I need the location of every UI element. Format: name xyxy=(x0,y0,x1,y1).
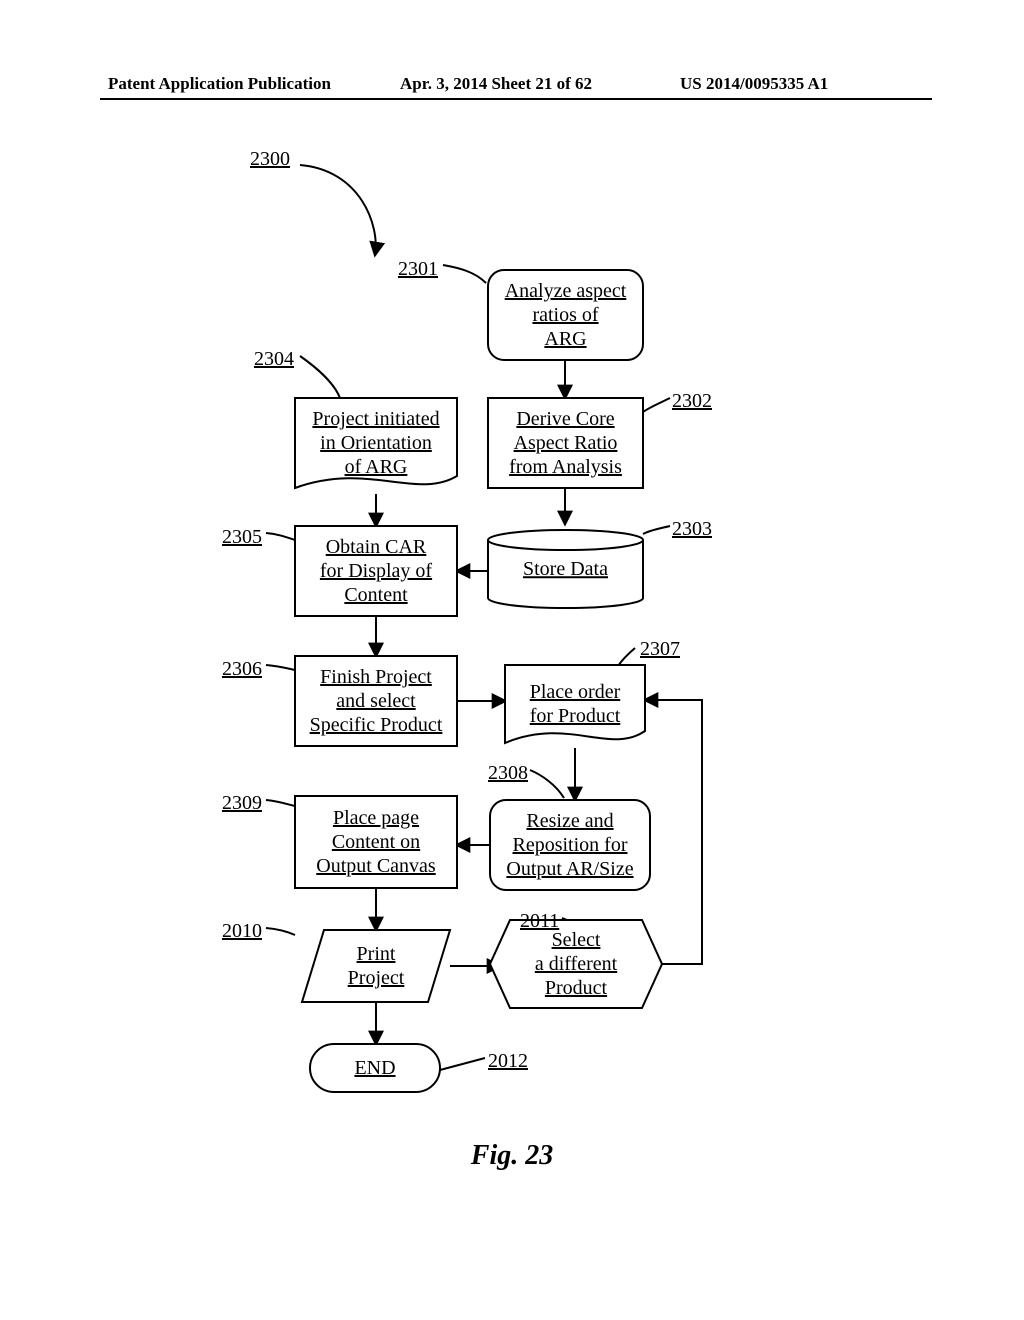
node-text: ARG xyxy=(544,328,586,350)
ref-label-2301: 2301 xyxy=(398,258,438,281)
ref-label-2010: 2010 xyxy=(222,920,262,943)
leader-line xyxy=(266,800,295,806)
node-text: END xyxy=(354,1057,395,1079)
node-text: Project xyxy=(348,967,405,989)
node-text: Aspect Ratio xyxy=(514,432,618,454)
edge-2011-2307 xyxy=(645,700,702,964)
node-text: Place page xyxy=(333,807,419,829)
node-text: Print xyxy=(357,943,396,965)
node-2307: Place orderfor Product xyxy=(505,665,645,743)
node-text: Reposition for xyxy=(513,834,628,856)
ref-label-2307: 2307 xyxy=(640,638,680,661)
leader-line xyxy=(443,265,486,283)
ref-label-2303: 2303 xyxy=(672,518,712,541)
node-text: Content on xyxy=(332,831,420,853)
node-2306: Finish Projectand selectSpecific Product xyxy=(295,656,457,746)
node-text: for Product xyxy=(530,705,621,727)
leader-line xyxy=(266,928,295,935)
node-text: Project initiated xyxy=(312,408,439,430)
node-2304: Project initiatedin Orientationof ARG xyxy=(295,398,457,488)
node-2309: Place pageContent onOutput Canvas xyxy=(295,796,457,888)
node-2301: Analyze aspectratios ofARG xyxy=(488,270,643,360)
node-2303: Store Data xyxy=(488,530,643,608)
ref-label-2309: 2309 xyxy=(222,792,262,815)
edge-2300-entry xyxy=(300,165,376,255)
node-2305: Obtain CARfor Display ofContent xyxy=(295,526,457,616)
leader-line xyxy=(300,356,340,398)
node-2012: END xyxy=(310,1044,440,1092)
node-text: Place order xyxy=(530,681,621,703)
node-text: Content xyxy=(344,584,408,606)
node-text: Derive Core xyxy=(516,408,614,430)
ref-label-2305: 2305 xyxy=(222,526,262,549)
ref-label-2306: 2306 xyxy=(222,658,262,681)
leader-line xyxy=(266,665,295,670)
node-text: Output Canvas xyxy=(316,855,436,877)
node-text: from Analysis xyxy=(509,456,622,478)
node-2010: PrintProject xyxy=(302,930,450,1002)
node-text: Obtain CAR xyxy=(326,536,427,558)
ref-label-2304: 2304 xyxy=(254,348,294,371)
ref-label-2308: 2308 xyxy=(488,762,528,785)
leader-line xyxy=(530,770,564,798)
flowchart: Analyze aspectratios ofARG Derive CoreAsp… xyxy=(0,0,1024,1200)
ref-label-2302: 2302 xyxy=(672,390,712,413)
figure-caption: Fig. 23 xyxy=(0,1140,1024,1172)
node-text: and select xyxy=(336,690,416,712)
node-text: in Orientation xyxy=(320,432,432,454)
ref-label-2011: 2011 xyxy=(520,910,559,933)
ref-label-2300: 2300 xyxy=(250,148,290,171)
node-text: Product xyxy=(545,977,608,999)
page: Patent Application Publication Apr. 3, 2… xyxy=(0,0,1024,1320)
leader-line xyxy=(440,1058,485,1070)
leader-line xyxy=(618,648,635,666)
leader-line xyxy=(643,398,670,412)
leader-line xyxy=(266,533,295,540)
node-text: Specific Product xyxy=(310,714,443,736)
leader-line xyxy=(643,526,670,534)
node-text: Finish Project xyxy=(320,666,432,688)
node-text: Analyze aspect xyxy=(505,280,627,302)
node-2302: Derive CoreAspect Ratiofrom Analysis xyxy=(488,398,643,488)
node-text: Output AR/Size xyxy=(506,858,633,880)
node-text: for Display of xyxy=(320,560,433,582)
ref-label-2012: 2012 xyxy=(488,1050,528,1073)
node-2308: Resize andReposition forOutput AR/Size xyxy=(490,800,650,890)
node-text: Store Data xyxy=(523,558,608,580)
node-text: Resize and xyxy=(526,810,613,832)
node-text: a different xyxy=(535,953,618,975)
node-text: of ARG xyxy=(345,456,408,478)
node-text: ratios of xyxy=(532,304,598,326)
node-2011: Selecta differentProduct xyxy=(490,920,662,1008)
